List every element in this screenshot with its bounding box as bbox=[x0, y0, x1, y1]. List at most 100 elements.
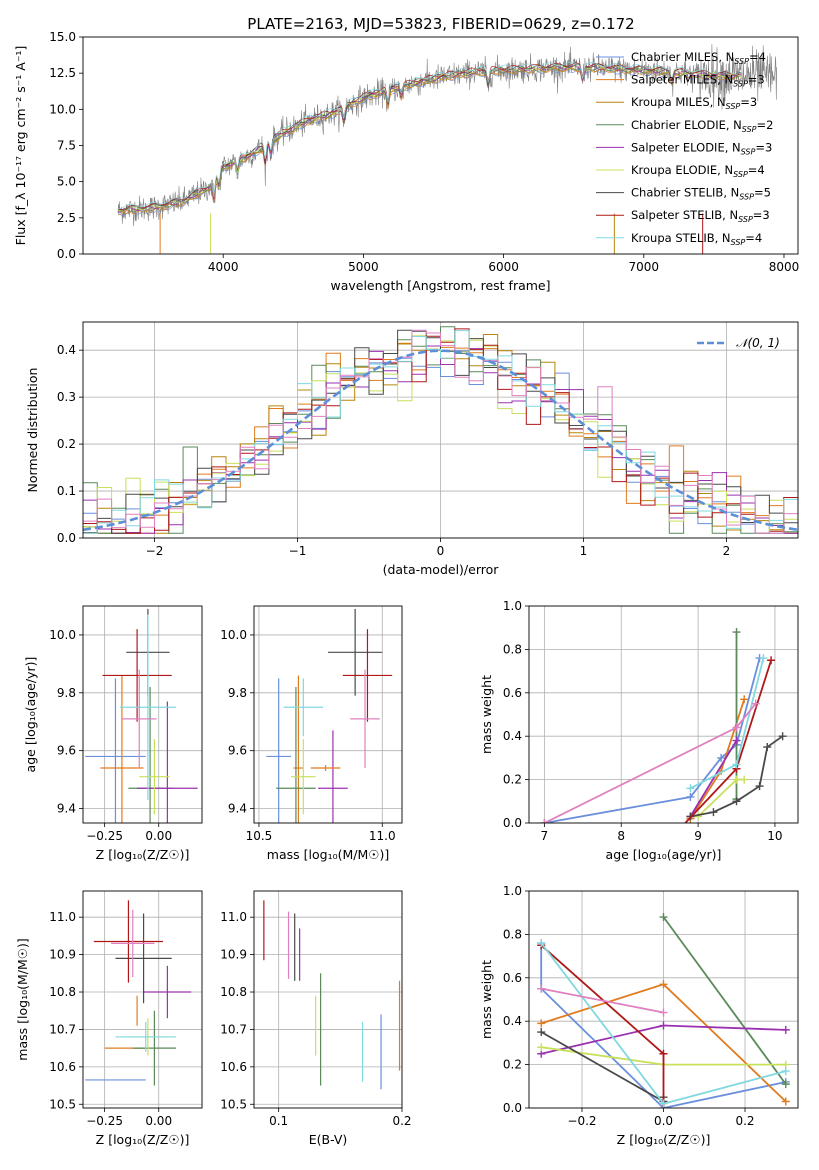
age-vs-Z-ytick-label: 9.4 bbox=[57, 802, 76, 816]
residuals-xtick-label: −2 bbox=[146, 544, 164, 558]
weight-series bbox=[686, 654, 768, 793]
mass-vs-ebv-ytick-label: 11.0 bbox=[220, 910, 247, 924]
legend-entry: Kroupa ELODIE, NSSP=4 bbox=[631, 163, 765, 179]
legend-entry: Salpeter STELIB, NSSP=3 bbox=[631, 208, 770, 224]
weight-vs-Z-plot-area bbox=[529, 891, 798, 1108]
error-bar-point bbox=[137, 701, 198, 823]
residuals-ytick-label: 0.1 bbox=[57, 484, 76, 498]
y-axis-label: Normed distribution bbox=[25, 368, 40, 493]
weight-marker bbox=[659, 980, 668, 989]
spectrum-ytick-label: 5.0 bbox=[57, 175, 76, 189]
age-vs-Z-panel: −0.25 0.00 9.4 9.6 9.8 10.0 Z [log₁₀(Z/Z☉)] age… bbox=[23, 605, 203, 862]
weight-line bbox=[540, 944, 665, 1108]
weight-marker bbox=[537, 984, 546, 993]
x-axis-label: E(B-V) bbox=[309, 1132, 348, 1147]
mass-vs-ebv-ytick-label: 10.7 bbox=[220, 1022, 247, 1036]
error-bar-point bbox=[115, 913, 172, 1004]
model-spectrum bbox=[117, 61, 742, 210]
legend-entry: Salpeter ELODIE, NSSP=3 bbox=[631, 140, 772, 156]
x-axis-label: Z [log₁₀(Z/Z☉)] bbox=[96, 1132, 190, 1147]
spectrum-xtick-label: 7000 bbox=[629, 260, 660, 274]
weight-vs-Z-ytick-label: 0.6 bbox=[503, 971, 522, 985]
legend-entry: Salpeter MILES, NSSP=3 bbox=[631, 73, 765, 89]
weight-vs-age-plot-area bbox=[529, 606, 798, 838]
weight-marker bbox=[732, 723, 741, 732]
error-bar-point bbox=[291, 739, 316, 815]
error-bar-point bbox=[93, 900, 164, 983]
mass-vs-ebv-ytick-label: 10.6 bbox=[220, 1060, 247, 1074]
legend-entry: Kroupa STELIB, NSSP=4 bbox=[631, 231, 762, 247]
weight-vs-age-xtick-label: 8 bbox=[617, 829, 625, 843]
mass-vs-Z-ytick-label: 10.5 bbox=[49, 1097, 76, 1111]
weight-marker bbox=[732, 797, 741, 806]
mass-vs-ebv-xtick-label: 0.1 bbox=[269, 1114, 288, 1128]
y-axis-label: age [log₁₀(age/yr)] bbox=[23, 657, 38, 773]
spectrum-ytick-label: 0.0 bbox=[57, 247, 76, 261]
error-bar-point bbox=[119, 614, 177, 800]
weight-vs-age-xtick-label: 7 bbox=[541, 829, 549, 843]
spectrum-ytick-label: 7.5 bbox=[57, 139, 76, 153]
age-vs-mass-ytick-label: 9.4 bbox=[228, 802, 247, 816]
mass-vs-ebv-ytick-label: 10.8 bbox=[220, 985, 247, 999]
normal-distribution-curve bbox=[83, 349, 798, 532]
error-bar-point bbox=[318, 730, 348, 823]
weight-marker bbox=[755, 782, 764, 791]
weight-marker bbox=[740, 775, 749, 784]
age-vs-Z-xtick-label: −0.25 bbox=[86, 829, 123, 843]
age-vs-mass-ytick-label: 10.0 bbox=[220, 628, 247, 642]
weight-marker bbox=[709, 808, 718, 817]
model-spectrum bbox=[117, 63, 742, 211]
error-bar-point bbox=[328, 608, 383, 696]
x-axis-label: Z [log₁₀(Z/Z☉)] bbox=[617, 1132, 711, 1147]
model-spectrum bbox=[117, 64, 742, 212]
legend-entry: Chabrier STELIB, NSSP=5 bbox=[631, 186, 771, 202]
weight-marker bbox=[767, 656, 776, 665]
weight-marker bbox=[659, 1049, 668, 1058]
weight-series bbox=[694, 775, 749, 821]
error-bar-point bbox=[276, 687, 316, 823]
mass-vs-Z-ytick-label: 10.7 bbox=[49, 1022, 76, 1036]
error-bar-point bbox=[85, 678, 146, 823]
weight-vs-age-ytick-label: 0.2 bbox=[503, 773, 522, 787]
age-vs-Z-ytick-label: 9.8 bbox=[57, 686, 76, 700]
weight-marker bbox=[781, 1097, 790, 1106]
age-vs-mass-xtick-label: 10.5 bbox=[246, 829, 273, 843]
mass-vs-ebv-plot-area bbox=[254, 891, 402, 1108]
weight-line bbox=[540, 943, 786, 1108]
x-axis-label: wavelength [Angstrom, rest frame] bbox=[330, 278, 550, 293]
weight-marker bbox=[659, 913, 668, 922]
weight-line bbox=[541, 987, 664, 1014]
age-vs-mass-ytick-label: 9.6 bbox=[228, 744, 247, 758]
weight-series bbox=[537, 980, 790, 1106]
residual-histogram bbox=[83, 350, 798, 534]
weight-marker bbox=[694, 812, 703, 821]
residuals-xtick-label: 1 bbox=[580, 544, 588, 558]
residuals-ytick-label: 0.0 bbox=[57, 531, 76, 545]
axes-frame bbox=[82, 605, 203, 824]
observed-spectrum bbox=[117, 44, 777, 227]
axes-frame bbox=[528, 890, 799, 1109]
figure-title: PLATE=2163, MJD=53823, FIBERID=0629, z=0… bbox=[247, 15, 634, 33]
weight-marker bbox=[763, 743, 772, 752]
weight-vs-age-xtick-label: 10 bbox=[767, 829, 782, 843]
weight-marker bbox=[732, 775, 741, 784]
error-bar-point bbox=[132, 1010, 177, 1086]
weight-vs-age-xtick-label: 9 bbox=[694, 829, 702, 843]
mass-vs-ebv-ytick-label: 10.9 bbox=[220, 948, 247, 962]
weight-marker bbox=[732, 628, 741, 637]
weight-series bbox=[671, 656, 776, 838]
weight-vs-Z-ytick-label: 0.0 bbox=[503, 1101, 522, 1115]
weight-marker bbox=[671, 830, 679, 838]
model-spectrum bbox=[117, 66, 742, 214]
age-vs-Z-ytick-label: 9.6 bbox=[57, 744, 76, 758]
mass-vs-Z-ytick-label: 11.0 bbox=[49, 910, 76, 924]
error-bar-point bbox=[121, 669, 157, 769]
error-bar-point bbox=[350, 669, 380, 769]
weight-marker bbox=[537, 1028, 546, 1037]
error-bar-point bbox=[342, 629, 393, 722]
y-axis-label: mass weight bbox=[479, 675, 494, 754]
weight-marker bbox=[778, 732, 787, 741]
weight-marker bbox=[537, 1043, 546, 1052]
spectrum-legend: Chabrier MILES, NSSP=4 Salpeter MILES, NS… bbox=[596, 50, 773, 247]
